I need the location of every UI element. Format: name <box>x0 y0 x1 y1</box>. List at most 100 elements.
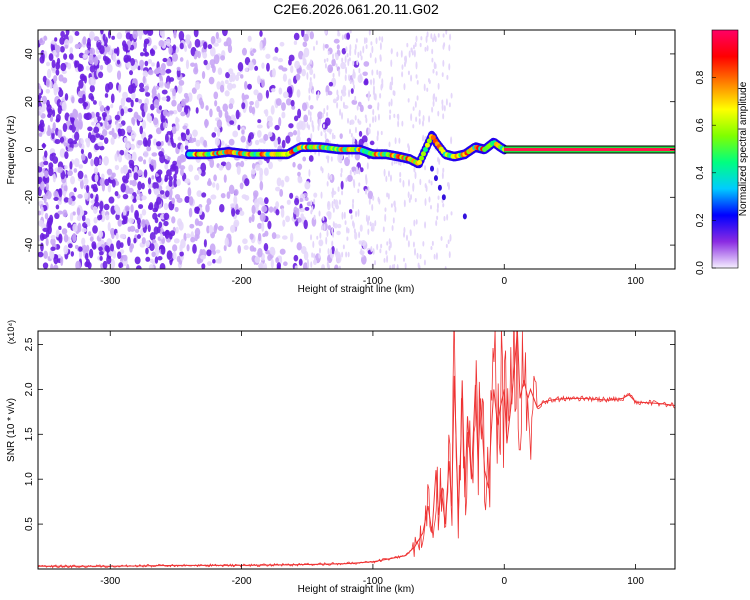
heatmap-noise-cell <box>311 252 314 258</box>
heatmap-noise-cell <box>160 233 164 240</box>
heatmap-noise-cell <box>57 166 63 174</box>
heatmap-noise-cell <box>82 94 86 103</box>
heatmap-noise-cell <box>446 74 449 80</box>
heatmap-noise-cell <box>151 62 155 67</box>
heatmap-noise-cell <box>274 124 280 131</box>
heatmap-noise-cell <box>282 73 288 82</box>
heatmap-noise-cell <box>141 237 146 245</box>
heatmap-noise-cell <box>76 207 81 216</box>
heatmap-noise-cell <box>99 250 104 256</box>
heatmap-noise-cell <box>327 201 330 207</box>
y-tick-label: -40 <box>24 237 35 252</box>
heatmap-noise-cell <box>42 227 49 232</box>
heatmap-noise-cell <box>61 101 67 112</box>
heatmap-noise-cell <box>161 89 168 95</box>
heatmap-noise-cell <box>120 183 126 193</box>
heatmap-noise-cell <box>389 265 392 269</box>
heatmap-noise-cell <box>436 215 439 221</box>
heatmap-noise-cell <box>216 127 221 137</box>
heatmap-noise-cell <box>89 84 95 93</box>
heatmap-noise-cell <box>333 198 336 204</box>
heatmap-noise-cell <box>365 188 368 195</box>
x-tick-label: 100 <box>627 276 644 287</box>
heatmap-noise-cell <box>295 73 301 81</box>
heatmap-noise-cell <box>135 265 142 269</box>
heatmap-noise-cell <box>370 227 373 232</box>
heatmap-noise-cell <box>166 41 171 47</box>
heatmap-noise-cell <box>280 208 285 218</box>
heatmap-noise-cell <box>148 134 153 139</box>
heatmap-noise-cell <box>126 142 130 151</box>
colorbar-tick-label: 0.8 <box>695 70 706 84</box>
heatmap-noise-cell <box>159 262 166 269</box>
heatmap-noise-cell <box>90 193 94 199</box>
heatmap-noise-cell <box>62 123 68 133</box>
heatmap-noise-cell <box>331 132 334 140</box>
heatmap-noise-cell <box>217 67 223 75</box>
heatmap-noise-cell <box>50 263 54 269</box>
heatmap-noise-cell <box>77 63 83 73</box>
heatmap-noise-cell <box>236 165 241 176</box>
heatmap-noise-cell <box>310 200 313 206</box>
heatmap-noise-cell <box>363 37 366 45</box>
heatmap-noise-cell <box>147 30 154 36</box>
snr-series-line <box>38 331 675 567</box>
heatmap-noise-cell <box>365 117 368 124</box>
heatmap-noise-cell <box>151 152 158 157</box>
heatmap-noise-cell <box>45 238 49 247</box>
heatmap-noise-cell <box>51 152 56 157</box>
heatmap-noise-cell <box>241 47 247 56</box>
heatmap-noise-cell <box>275 201 280 209</box>
heatmap-noise-cell <box>354 48 357 56</box>
heatmap-noise-cell <box>230 72 236 82</box>
heatmap-noise-cell <box>388 238 391 245</box>
heatmap-noise-cell <box>237 62 244 72</box>
heatmap-noise-cell <box>341 34 344 41</box>
heatmap-noise-cell <box>378 36 381 41</box>
heatmap-noise-cell <box>80 137 84 145</box>
heatmap-noise-cell <box>58 225 62 231</box>
heatmap-noise-cell <box>249 100 254 106</box>
heatmap-noise-cell <box>95 111 100 118</box>
heatmap-noise-cell <box>111 172 116 178</box>
heatmap-noise-cell <box>363 79 369 86</box>
heatmap-noise-cell <box>148 264 154 269</box>
heatmap-noise-cell <box>178 221 184 231</box>
heatmap-noise-cell <box>376 130 379 137</box>
heatmap-noise-cell <box>255 164 261 171</box>
heatmap-noise-cell <box>101 129 108 137</box>
heatmap-noise-cell <box>407 179 410 187</box>
heatmap-noise-cell <box>139 82 145 89</box>
heatmap-noise-cell <box>113 132 117 140</box>
heatmap-noise-cell <box>155 141 162 147</box>
heatmap-noise-cell <box>297 217 302 223</box>
heatmap-noise-cell <box>116 70 122 80</box>
heatmap-noise-cell <box>391 76 394 82</box>
x-tick-label: -200 <box>232 276 252 287</box>
heatmap-noise-cell <box>424 198 427 206</box>
heatmap-noise-cell <box>307 124 310 131</box>
heatmap-noise-cell <box>287 78 292 86</box>
heatmap-noise-cell <box>385 175 388 183</box>
heatmap-noise-cell <box>184 145 189 150</box>
heatmap-noise-cell <box>147 69 154 76</box>
heatmap-noise-cell <box>402 180 405 188</box>
heatmap-noise-cell <box>110 103 114 109</box>
heatmap-noise-cell <box>239 182 244 190</box>
heatmap-noise-cell <box>360 248 363 255</box>
heatmap-noise-cell <box>156 226 161 234</box>
heatmap-noise-cell <box>388 101 391 107</box>
heatmap-noise-cell <box>207 261 212 267</box>
x-tick-label: -300 <box>100 576 120 587</box>
heatmap-ridge-cell <box>424 142 430 148</box>
heatmap-noise-cell <box>321 225 324 231</box>
heatmap-noise-cell <box>134 166 138 172</box>
heatmap-noise-cell <box>263 133 269 142</box>
heatmap-noise-cell <box>266 62 270 72</box>
heatmap-noise-cell <box>70 251 75 257</box>
heatmap-noise-cell <box>324 43 329 49</box>
heatmap-noise-cell <box>388 114 391 120</box>
heatmap-noise-cell <box>105 46 111 53</box>
heatmap-noise-cell <box>168 195 173 200</box>
heatmap-noise-cell <box>355 210 358 218</box>
